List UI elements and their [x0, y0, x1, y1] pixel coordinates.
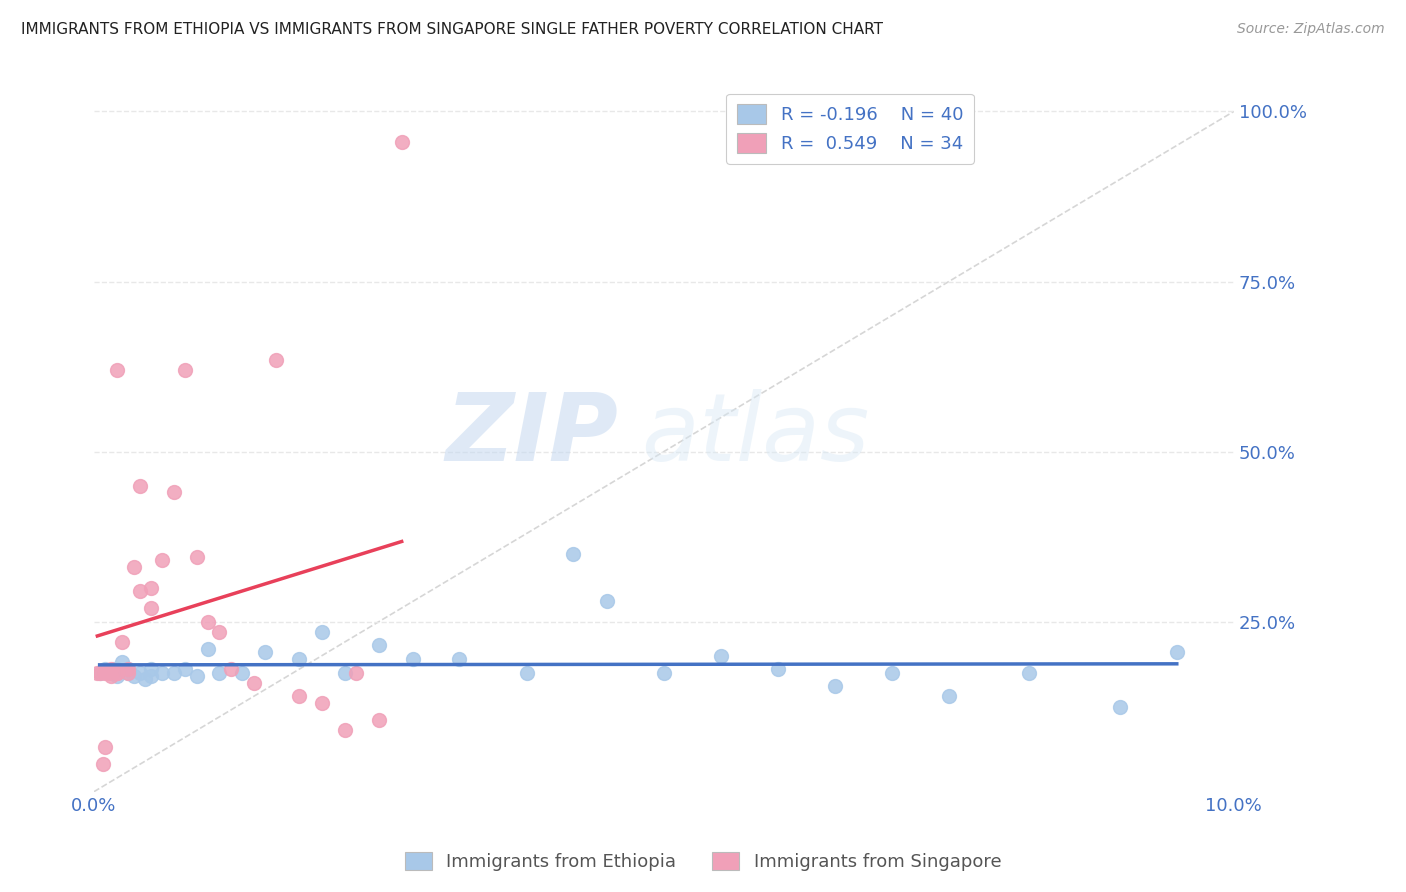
Point [134, 673, 156, 687]
Point [86, 665, 108, 680]
Point [231, 665, 253, 680]
Point [253, 645, 276, 659]
Point [174, 363, 197, 377]
Point [122, 669, 145, 683]
Point [344, 665, 367, 680]
Point [97, 665, 120, 680]
Point [186, 549, 208, 564]
Point [242, 676, 264, 690]
Point [105, 665, 128, 680]
Point [652, 665, 675, 680]
Point [150, 665, 173, 680]
Point [333, 665, 356, 680]
Point [880, 665, 903, 680]
Point [288, 652, 311, 666]
Point [402, 652, 425, 666]
Point [197, 641, 219, 656]
Point [139, 669, 162, 683]
Text: ZIP: ZIP [446, 389, 619, 481]
Point [111, 635, 134, 649]
Point [89, 665, 111, 680]
Point [94, 740, 117, 755]
Point [561, 547, 583, 561]
Point [100, 662, 122, 676]
Point [367, 713, 389, 727]
Point [139, 601, 162, 615]
Point [311, 624, 333, 639]
Point [122, 560, 145, 574]
Point [117, 662, 139, 676]
Point [219, 662, 242, 676]
Point [128, 665, 150, 680]
Point [186, 669, 208, 683]
Point [333, 723, 356, 738]
Point [91, 757, 114, 772]
Point [128, 584, 150, 599]
Point [139, 662, 162, 676]
Point [128, 478, 150, 492]
Point [139, 581, 162, 595]
Point [117, 665, 139, 680]
Text: atlas: atlas [641, 389, 869, 480]
Point [208, 665, 231, 680]
Legend: Immigrants from Ethiopia, Immigrants from Singapore: Immigrants from Ethiopia, Immigrants fro… [398, 845, 1008, 879]
Point [117, 662, 139, 676]
Point [766, 662, 789, 676]
Point [105, 669, 128, 683]
Point [197, 615, 219, 629]
Point [105, 363, 128, 377]
Point [391, 135, 413, 149]
Point [311, 696, 333, 710]
Point [1018, 665, 1040, 680]
Point [288, 690, 311, 704]
Point [266, 352, 288, 367]
Point [111, 656, 134, 670]
Point [94, 665, 117, 680]
Point [105, 662, 128, 676]
Point [94, 662, 117, 676]
Point [938, 690, 960, 704]
Point [596, 594, 619, 608]
Point [516, 665, 538, 680]
Y-axis label: Single Father Poverty: Single Father Poverty [0, 346, 8, 523]
Point [103, 662, 125, 676]
Legend: R = -0.196    N = 40, R =  0.549    N = 34: R = -0.196 N = 40, R = 0.549 N = 34 [727, 94, 974, 164]
Point [100, 669, 122, 683]
Text: IMMIGRANTS FROM ETHIOPIA VS IMMIGRANTS FROM SINGAPORE SINGLE FATHER POVERTY CORR: IMMIGRANTS FROM ETHIOPIA VS IMMIGRANTS F… [21, 22, 883, 37]
Point [105, 665, 128, 680]
Text: Source: ZipAtlas.com: Source: ZipAtlas.com [1237, 22, 1385, 37]
Point [117, 665, 139, 680]
Point [367, 639, 389, 653]
Point [174, 662, 197, 676]
Point [150, 553, 173, 567]
Point [208, 624, 231, 639]
Point [1166, 645, 1188, 659]
Point [163, 485, 186, 500]
Point [710, 648, 733, 663]
Point [89, 665, 111, 680]
Point [447, 652, 470, 666]
Point [100, 665, 122, 680]
Point [163, 665, 186, 680]
Point [824, 679, 846, 693]
Point [1108, 699, 1130, 714]
